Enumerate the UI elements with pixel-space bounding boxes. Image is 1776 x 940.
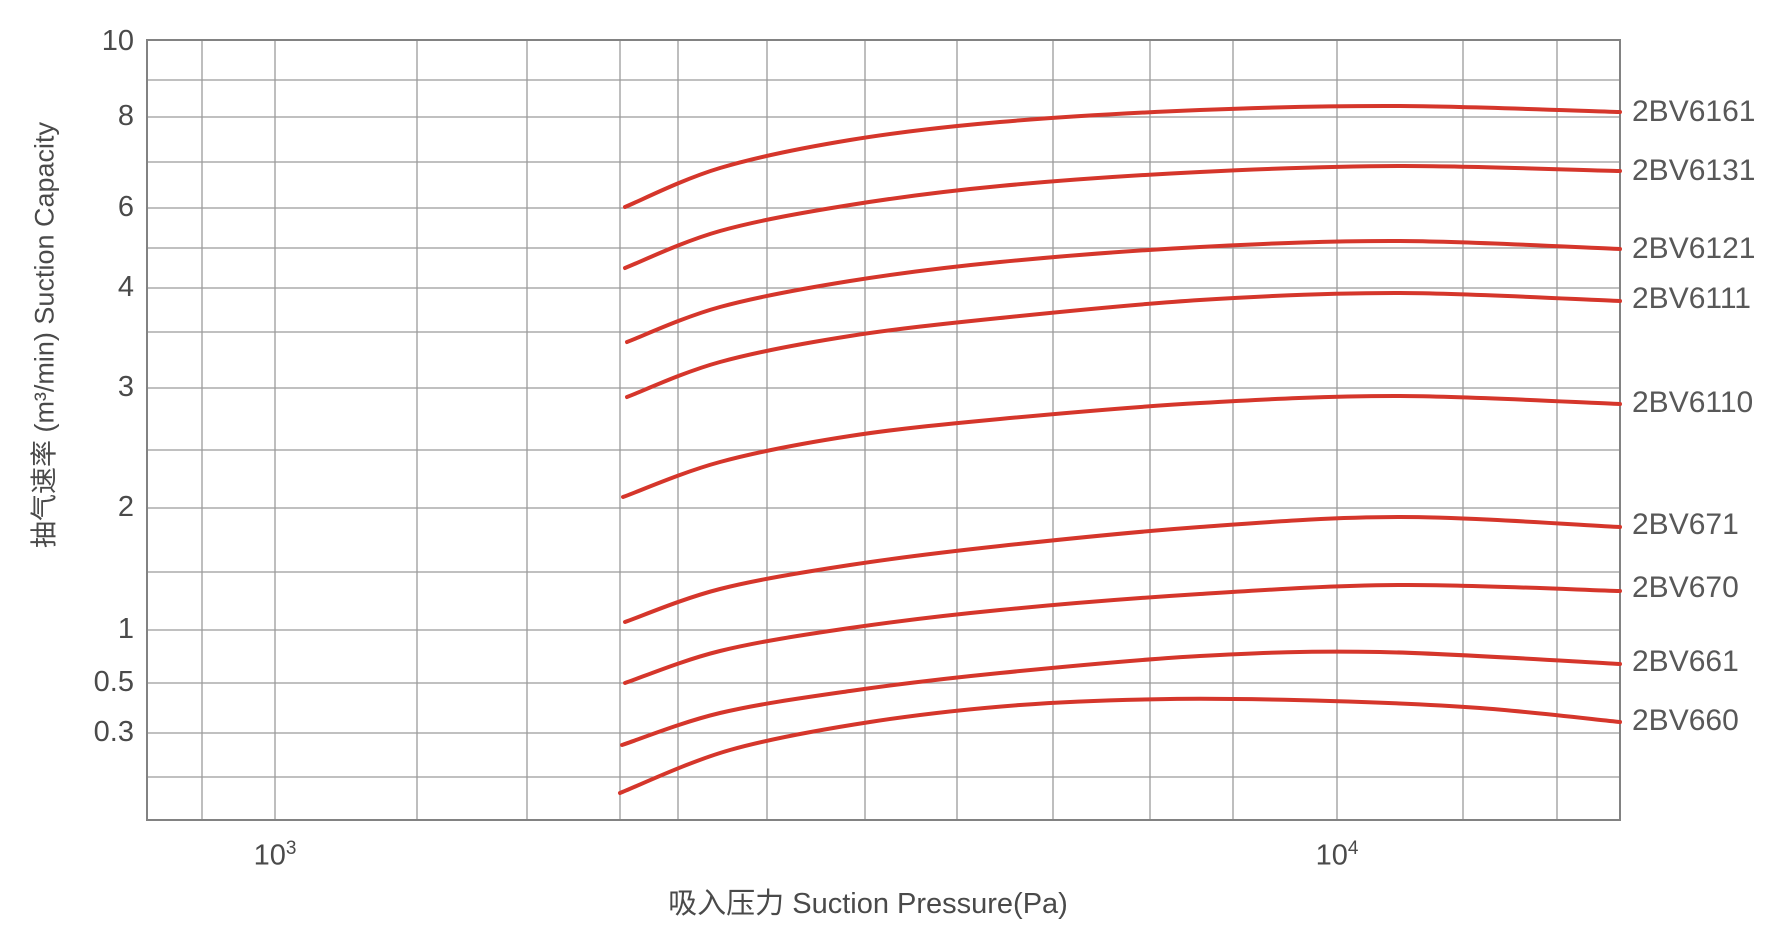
x-tick-label: 103 <box>253 838 297 872</box>
curve-label-2BV6121: 2BV6121 <box>1632 232 1756 265</box>
y-tick-label: 6 <box>117 191 134 223</box>
y-axis-title: 抽气速率 (m³/min) Suction Capacity <box>29 121 60 549</box>
curve-2BV6161 <box>623 103 1622 209</box>
y-tick-label: 8 <box>117 100 134 132</box>
plot-border <box>146 39 1621 821</box>
curve-label-2BV6110: 2BV6110 <box>1632 386 1754 419</box>
y-tick-label: 0.5 <box>93 666 134 698</box>
y-tick-label: 1 <box>117 613 134 645</box>
curve-2BV6131 <box>623 163 1622 270</box>
y-tick-label: 10 <box>101 25 134 57</box>
y-tick-label: 0.3 <box>93 716 134 748</box>
curve-label-2BV660: 2BV660 <box>1632 704 1739 737</box>
curve-label-2BV6161: 2BV6161 <box>1632 95 1756 128</box>
curve-label-2BV671: 2BV671 <box>1632 508 1739 541</box>
x-tick-label: 104 <box>1315 838 1359 872</box>
x-axis-title: 吸入压力 Suction Pressure(Pa) <box>668 888 1068 920</box>
curve-2BV6111 <box>625 290 1622 399</box>
curve-label-2BV661: 2BV661 <box>1632 645 1739 678</box>
curve-2BV660 <box>618 696 1622 795</box>
curve-2BV670 <box>623 582 1622 685</box>
y-tick-label: 2 <box>117 491 134 523</box>
curve-label-2BV670: 2BV670 <box>1632 571 1739 604</box>
x-tick-exponent: 4 <box>1347 838 1359 859</box>
y-tick-label: 3 <box>117 371 134 403</box>
y-tick-label: 4 <box>117 271 134 303</box>
x-tick-exponent: 3 <box>285 838 297 859</box>
curve-2BV6121 <box>625 238 1622 344</box>
curve-label-2BV6131: 2BV6131 <box>1632 154 1756 187</box>
curve-2BV671 <box>623 514 1622 624</box>
curve-2BV661 <box>620 649 1622 747</box>
curve-label-2BV6111: 2BV6111 <box>1632 282 1751 315</box>
curve-2BV6110 <box>621 393 1622 499</box>
